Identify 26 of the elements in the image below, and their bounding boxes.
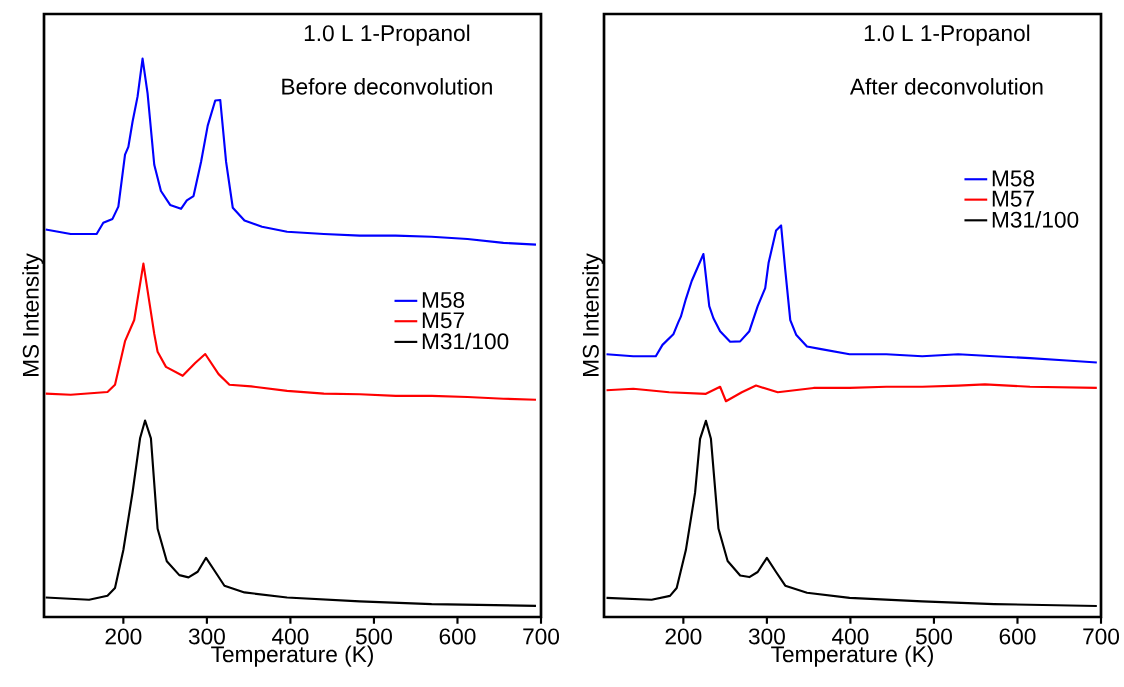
x-tick-label: 600 <box>439 628 476 645</box>
text: After deconvolution <box>849 78 1043 95</box>
text: 1.0 L 1-Propanol <box>864 24 1030 46</box>
legend-label: M58 <box>992 170 1035 187</box>
legend-label: M57 <box>422 312 464 329</box>
legend-label: M58 <box>422 291 465 308</box>
legend-label: M31/100 <box>422 332 509 350</box>
legend-label: M57 <box>992 190 1034 207</box>
text: 1.0 L 1-Propanol <box>304 24 470 46</box>
x-axis-title: Temperature (K) <box>211 645 373 667</box>
x-tick-label: 200 <box>665 628 702 645</box>
x-tick-label: 600 <box>999 628 1036 645</box>
x-tick-label: 300 <box>188 628 225 645</box>
annotation: Before deconvolution <box>282 78 492 95</box>
y-axis-title: MS Intensity <box>22 253 44 376</box>
x-axis-title: Temperature (K) <box>771 645 933 667</box>
x-tick-label: 200 <box>105 628 142 645</box>
legend-label: M31/100 <box>992 211 1079 228</box>
x-tick-label: 500 <box>355 628 392 645</box>
x-tick-label: 500 <box>915 628 952 645</box>
x-tick-label: 700 <box>523 628 560 645</box>
y-axis-title: MS Intensity <box>582 253 604 376</box>
x-tick-label: 300 <box>748 628 785 645</box>
x-tick-label: 400 <box>272 628 309 645</box>
x-tick-label: 700 <box>1083 628 1120 645</box>
x-tick-label: 400 <box>832 628 869 645</box>
